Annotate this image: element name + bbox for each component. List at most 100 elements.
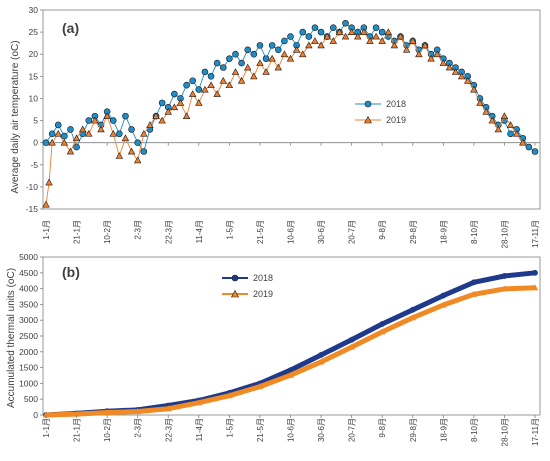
data-point-2019 bbox=[226, 392, 233, 399]
data-point-2019 bbox=[488, 116, 496, 124]
panel-a-plot-area bbox=[42, 9, 541, 210]
data-point-2019 bbox=[317, 358, 325, 365]
data-point-2019 bbox=[421, 41, 429, 49]
panel-a-x-ticks: 1-1月 21-1月 10-2月 2-3月 22-3月 11-4月 1-5月 21-5月 10-… bbox=[42, 142, 540, 248]
y-tick-label: 2500 bbox=[19, 331, 38, 341]
data-point-2019 bbox=[366, 37, 374, 44]
panel-b-label: (b) bbox=[62, 264, 80, 280]
data-point-2019 bbox=[457, 72, 466, 80]
panel-b-series bbox=[42, 269, 539, 418]
x-tick-label: 20-7月 bbox=[348, 418, 357, 442]
panel-a-label: (a) bbox=[62, 20, 79, 36]
x-tick-label: 10-6月 bbox=[287, 220, 296, 244]
y-tick-label: 5 bbox=[33, 116, 38, 126]
data-point-2019 bbox=[78, 125, 87, 133]
y-tick-label: 30 bbox=[29, 5, 39, 15]
data-point-2018 bbox=[171, 90, 178, 98]
data-point-2018 bbox=[525, 143, 533, 151]
data-point-2019 bbox=[195, 99, 203, 106]
data-point-2019 bbox=[45, 178, 53, 186]
data-point-2019 bbox=[402, 45, 411, 53]
legend-label-2018: 2018 bbox=[253, 273, 273, 283]
data-point-2018 bbox=[268, 42, 276, 49]
data-point-2019 bbox=[140, 130, 148, 137]
y-tick-label: 500 bbox=[24, 394, 38, 404]
data-point-2019 bbox=[134, 408, 141, 415]
x-tick-label: 8-10月 bbox=[470, 220, 479, 244]
y-tick-label: 20 bbox=[29, 49, 39, 59]
data-point-2019 bbox=[256, 383, 264, 390]
panel-b-thermal-units-chart: (b) Accumulated thermal units (oC) 0 500 1… bbox=[6, 252, 541, 446]
data-point-2019 bbox=[152, 112, 160, 119]
panel-b-x-ticks: 1-1月 21-1月 10-2月 2-3月 22-3月 11-4月 1-5月 21-5月 10-… bbox=[42, 415, 540, 446]
data-point-2019 bbox=[256, 59, 264, 66]
data-point-2019 bbox=[103, 409, 111, 416]
x-tick-label: 1-1月 bbox=[42, 418, 51, 438]
x-tick-label: 2-3月 bbox=[134, 220, 143, 240]
x-tick-label: 11-4月 bbox=[195, 418, 204, 441]
data-point-2018 bbox=[256, 42, 264, 49]
data-point-2019 bbox=[188, 90, 197, 97]
panel-a-temperature-chart: (a) Average daily air temperature (oC) -… bbox=[10, 5, 541, 248]
data-point-2019 bbox=[109, 130, 117, 137]
data-point-2018 bbox=[207, 73, 215, 80]
panel-a-series bbox=[42, 19, 539, 208]
data-point-2018 bbox=[109, 117, 117, 124]
y-tick-label: 0 bbox=[33, 410, 38, 420]
data-point-2019 bbox=[372, 32, 380, 40]
panel-a-y-ticks: -15 -10 -5 0 5 10 15 20 25 30 bbox=[26, 5, 43, 214]
data-point-2019 bbox=[384, 28, 393, 35]
y-tick-label: 10 bbox=[29, 93, 39, 103]
data-point-2018 bbox=[262, 55, 270, 62]
data-point-2019 bbox=[427, 54, 435, 62]
data-point-2019 bbox=[317, 41, 325, 49]
data-point-2019 bbox=[360, 28, 368, 35]
data-point-2019 bbox=[329, 37, 337, 44]
data-point-2018 bbox=[287, 33, 294, 40]
data-point-2019 bbox=[280, 50, 289, 58]
data-point-2018 bbox=[372, 24, 380, 31]
legend-label-2018: 2018 bbox=[386, 99, 406, 109]
data-point-2019 bbox=[323, 32, 331, 40]
data-point-2018 bbox=[299, 28, 307, 36]
data-point-2018 bbox=[318, 352, 324, 358]
data-point-2019 bbox=[268, 54, 276, 62]
x-tick-label: 9-8月 bbox=[378, 220, 387, 240]
data-point-2019 bbox=[72, 134, 81, 142]
data-point-2019 bbox=[506, 121, 515, 128]
data-point-2019 bbox=[409, 37, 417, 44]
legend-marker-2019 bbox=[230, 289, 240, 298]
panel-b-y-ticks: 0 500 1000 1500 2000 2500 3000 3500 4000 4500 5000 bbox=[19, 252, 43, 420]
x-tick-label: 28-10月 bbox=[500, 418, 509, 446]
x-tick-label: 20-7月 bbox=[348, 220, 357, 244]
data-point-2019 bbox=[409, 314, 417, 321]
data-point-2019 bbox=[451, 68, 460, 75]
x-tick-label: 21-5月 bbox=[256, 418, 265, 442]
data-point-2018 bbox=[226, 55, 233, 62]
y-tick-label: -15 bbox=[26, 204, 39, 214]
data-point-2019 bbox=[347, 28, 356, 35]
data-point-2019 bbox=[433, 50, 441, 58]
x-tick-label: 10-6月 bbox=[287, 418, 296, 442]
data-point-2019 bbox=[91, 116, 99, 124]
data-point-2018 bbox=[379, 321, 386, 327]
data-point-2019 bbox=[501, 285, 508, 292]
data-point-2019 bbox=[66, 147, 75, 155]
panel-b-legend: 2018 2019 bbox=[222, 273, 273, 299]
data-point-2018 bbox=[311, 24, 319, 31]
data-point-2019 bbox=[231, 68, 240, 75]
data-point-2019 bbox=[482, 107, 490, 115]
data-point-2018 bbox=[48, 130, 56, 138]
data-point-2019 bbox=[470, 290, 478, 297]
data-point-2019 bbox=[121, 134, 130, 142]
data-point-2019 bbox=[219, 76, 227, 84]
data-point-2018 bbox=[195, 86, 203, 93]
data-point-2018 bbox=[67, 126, 74, 133]
x-tick-label: 10-2月 bbox=[103, 220, 112, 244]
x-tick-label: 1-5月 bbox=[225, 418, 234, 438]
data-point-2019 bbox=[378, 37, 386, 44]
x-tick-label: 21-1月 bbox=[73, 418, 82, 442]
x-tick-label: 10-2月 bbox=[103, 418, 112, 442]
data-point-2018 bbox=[183, 81, 190, 89]
x-tick-label: 21-1月 bbox=[73, 220, 82, 244]
